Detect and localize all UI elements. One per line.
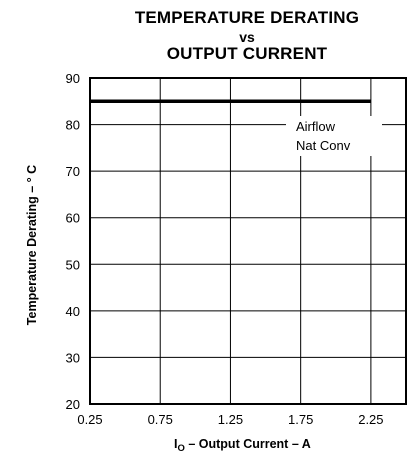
y-tick-label: 40 — [66, 304, 80, 319]
x-tick-label: 0.25 — [77, 412, 102, 427]
x-tick-label: 1.25 — [218, 412, 243, 427]
legend: Airflow Nat Conv — [286, 116, 382, 156]
y-tick-label: 30 — [66, 350, 80, 365]
chart-title-line2: vs — [239, 29, 255, 45]
y-tick-label: 20 — [66, 397, 80, 412]
x-axis-label-symbol: I — [174, 437, 177, 451]
y-tick-label: 80 — [66, 118, 80, 133]
chart-title-line1: TEMPERATURE DERATING — [134, 8, 360, 27]
y-tick-labels: 20 30 40 50 60 70 80 90 — [66, 71, 80, 412]
y-axis-label: Temperature Derating – ° C — [25, 165, 39, 325]
y-tick-label: 90 — [66, 71, 80, 86]
plot-frame — [89, 77, 407, 405]
x-tick-label: 1.75 — [288, 412, 313, 427]
x-tick-labels: 0.25 0.75 1.25 1.75 2.25 — [77, 412, 383, 427]
legend-entry-nat-conv: Nat Conv — [296, 138, 351, 153]
y-tick-label: 70 — [66, 164, 80, 179]
x-axis-label-subscript: O — [177, 443, 184, 454]
x-axis-label-text: – Output Current – A — [185, 437, 311, 451]
y-tick-label: 50 — [66, 257, 80, 272]
legend-entry-airflow: Airflow — [296, 119, 336, 134]
chart-title-line3: OUTPUT CURRENT — [166, 44, 328, 63]
x-tick-label: 0.75 — [148, 412, 173, 427]
x-axis-label: IO – Output Current – A — [174, 437, 311, 454]
grid-lines — [90, 78, 406, 404]
x-tick-label: 2.25 — [358, 412, 383, 427]
y-tick-label: 60 — [66, 211, 80, 226]
legend-background — [286, 116, 382, 156]
